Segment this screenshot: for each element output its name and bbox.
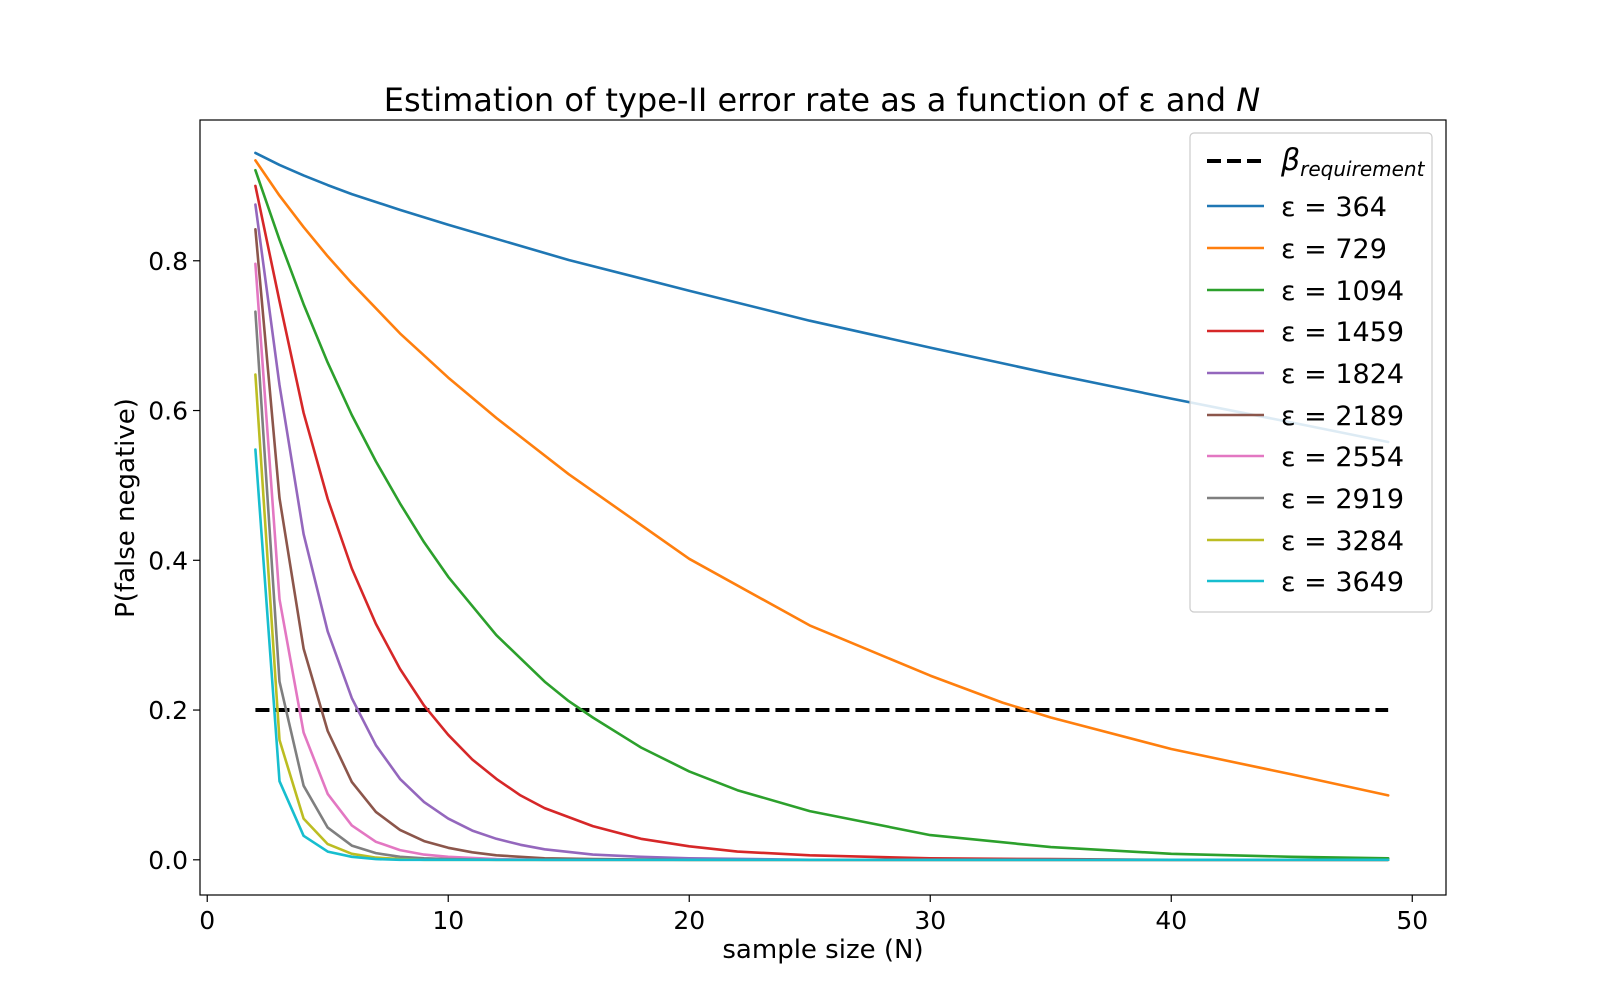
- series-line-3: [254, 168, 1390, 860]
- legend-label-8: ε = 2919: [1281, 484, 1404, 515]
- legend-label-6: ε = 2189: [1281, 401, 1404, 432]
- x-axis-label: sample size (N): [722, 935, 923, 965]
- y-tick-label: 0.6: [148, 397, 188, 426]
- legend-label-3: ε = 1094: [1281, 276, 1404, 307]
- y-tick-label: 0.8: [148, 247, 188, 276]
- legend: βrequirement ε = 364 ε = 729 ε = 1094 ε = 14…: [1189, 132, 1433, 613]
- series-line-2: [254, 159, 1390, 797]
- x-tick-label: 40: [1155, 906, 1187, 935]
- plot-frame: [199, 119, 1447, 896]
- legend-requirement-subscript: requirement: [1300, 157, 1425, 181]
- legend-label-7: ε = 2554: [1281, 442, 1404, 473]
- series-layer: [254, 151, 1390, 862]
- x-tick-label: 30: [914, 906, 946, 935]
- legend-label-10: ε = 3649: [1281, 567, 1404, 598]
- x-axis-ticks: 0 10 20 30 40 50: [199, 895, 1428, 935]
- y-tick-label: 0.4: [148, 546, 188, 575]
- legend-label-1: ε = 364: [1281, 192, 1387, 223]
- chart-title: Estimation of type-II error rate as a fu…: [384, 81, 1260, 119]
- legend-label-9: ε = 3284: [1281, 526, 1404, 557]
- title-text: Estimation of type-II error rate as a fu…: [384, 81, 1236, 119]
- legend-label-5: ε = 1824: [1281, 359, 1404, 390]
- y-axis-label: P(false negative): [111, 398, 141, 618]
- legend-frame: [1189, 132, 1433, 613]
- x-tick-label: 10: [432, 906, 464, 935]
- y-tick-label: 0.0: [148, 846, 188, 875]
- series-line-5: [254, 203, 1390, 862]
- series-line-4: [254, 184, 1390, 862]
- plot-area: 0 10 20 30 40 50 0.0 0.2 0.4 0.6 0.8: [148, 119, 1447, 935]
- x-tick-label: 0: [199, 906, 215, 935]
- title-variable: N: [1236, 81, 1260, 119]
- legend-label-requirement: βrequirement: [1280, 143, 1426, 181]
- series-line-10: [254, 448, 1390, 862]
- legend-requirement-symbol: β: [1280, 143, 1300, 178]
- x-tick-label: 20: [673, 906, 705, 935]
- legend-label-2: ε = 729: [1281, 234, 1387, 265]
- legend-label-4: ε = 1459: [1281, 317, 1404, 348]
- x-tick-label: 50: [1396, 906, 1428, 935]
- y-axis-ticks: 0.0 0.2 0.4 0.6 0.8: [148, 247, 200, 875]
- series-line-1: [254, 151, 1390, 444]
- y-tick-label: 0.2: [148, 696, 188, 725]
